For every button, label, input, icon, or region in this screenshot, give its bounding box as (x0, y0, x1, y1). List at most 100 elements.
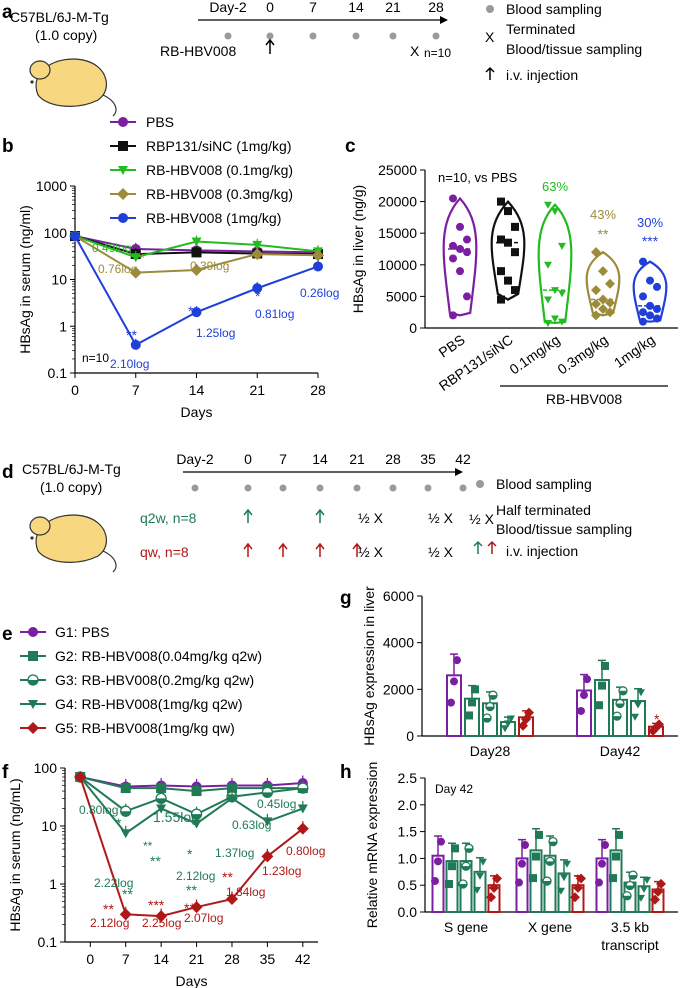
annot: 0.49log (92, 241, 131, 255)
data-point (464, 843, 474, 853)
data-point (591, 285, 601, 296)
panel-label-f: f (2, 762, 9, 783)
legend-label: PBS (146, 114, 174, 130)
a-day-5: 28 (428, 0, 444, 15)
data-point (558, 290, 566, 298)
annot: 0.80log (79, 803, 118, 817)
marker-fill (623, 895, 631, 900)
annot: 2.22log (94, 876, 133, 890)
data-point (191, 307, 202, 318)
data-point (605, 297, 615, 308)
data-point (497, 267, 505, 276)
d-day-3: 14 (312, 451, 328, 467)
data-point (191, 786, 202, 797)
a-day-4: 21 (385, 0, 401, 15)
marker-fill (156, 798, 167, 804)
data-point (190, 901, 203, 914)
data-point (488, 690, 498, 700)
a-blood-dot (389, 32, 397, 40)
panel-label-c: c (345, 136, 356, 157)
x-axis-label: Days (181, 404, 213, 420)
panel-label-g: g (340, 588, 352, 609)
note: n=10, vs PBS (438, 170, 517, 185)
d-mouse-icon (29, 514, 117, 573)
x-tick-label: 28 (224, 951, 240, 967)
data-point (130, 253, 141, 263)
data-point (551, 315, 559, 323)
data-point (605, 307, 615, 318)
data-point (465, 711, 473, 720)
x-tick-label: S gene (444, 919, 489, 935)
data-point (297, 782, 309, 794)
data-point (504, 207, 512, 216)
a-mouse-line2: (1.0 copy) (35, 27, 97, 43)
data-point (445, 879, 453, 888)
data-point (558, 318, 566, 326)
marker-fill (546, 861, 554, 866)
data-point (639, 317, 647, 326)
data-point (489, 882, 499, 893)
d-q2w-label: q2w, n=8 (140, 510, 197, 526)
data-point (605, 278, 615, 289)
legend-label: G1: PBS (55, 624, 109, 640)
data-point (557, 887, 565, 895)
data-point (226, 794, 237, 804)
data-point (313, 261, 323, 272)
group-label: RB-HBV008 (546, 391, 622, 407)
data-point (449, 241, 457, 250)
annot: ** (222, 869, 233, 885)
y-tick-label: 10 (51, 272, 67, 288)
data-point (252, 240, 263, 250)
data-point (515, 878, 523, 887)
annot: * (187, 846, 193, 862)
y-tick-label: 1.5 (398, 824, 418, 840)
a-legend-term1: Terminated (506, 21, 575, 37)
x-axis-label: Days (176, 973, 208, 988)
panel-label-b: b (2, 136, 14, 157)
marker-fill (462, 866, 470, 871)
data-point (482, 713, 492, 723)
legend-marker (27, 722, 39, 734)
data-point (609, 874, 617, 883)
data-point (551, 287, 559, 295)
data-point (598, 681, 606, 690)
x-tick-label: X gene (528, 919, 573, 935)
data-point (473, 886, 481, 894)
data-point (653, 886, 663, 897)
a-n-label: n=10 (424, 46, 451, 60)
annot: 1.25log (196, 326, 235, 340)
marker-fill (489, 695, 497, 700)
data-point (463, 292, 471, 301)
data-point (628, 870, 638, 880)
data-point (646, 276, 654, 285)
data-point (504, 720, 512, 728)
x-tick-label: 21 (249, 382, 265, 398)
legend-label: G5: RB-HBV008(1mg/kg qw) (55, 720, 235, 736)
marker-fill (465, 848, 473, 853)
sig: *** (642, 233, 659, 249)
data-point (492, 873, 502, 884)
x-tick-label: 28 (310, 382, 326, 398)
a-day-3: 14 (348, 0, 364, 15)
x-tick-label: 7 (132, 382, 140, 398)
legend-label: G4: RB-HBV008(1mg/kg q2w) (55, 696, 243, 712)
data-point (601, 841, 609, 849)
data-point (501, 725, 509, 733)
note: Day 42 (435, 782, 473, 796)
y-tick-label: 10 (41, 818, 57, 834)
injection-arrow-icon (352, 542, 362, 557)
annot: 2.25log (142, 916, 181, 930)
sig: * (654, 711, 660, 727)
annot: 2.12log (90, 916, 129, 930)
legend-e: G1: PBS G2: RB-HBV008(0.04mg/kg q2w) G3: R… (20, 624, 262, 736)
data-point (497, 235, 505, 244)
marker-fill (486, 706, 494, 711)
x-tick-label: Day28 (470, 743, 511, 759)
y-tick-label: 25000 (378, 162, 417, 178)
data-point (637, 689, 645, 697)
d-blood-dot (279, 484, 287, 492)
d-injection-arrows (243, 508, 362, 557)
d-day-5: 28 (385, 451, 401, 467)
annot: ** (188, 303, 199, 319)
